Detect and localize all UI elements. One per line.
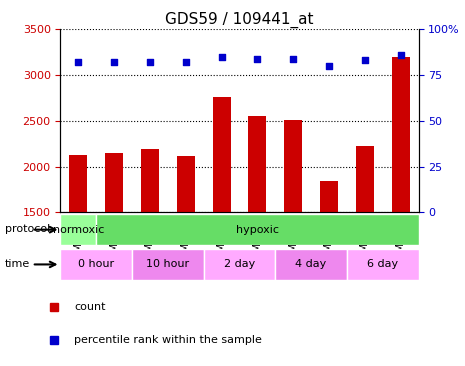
Point: [326, 63, 333, 69]
Point: [397, 52, 405, 58]
Text: normoxic: normoxic: [53, 225, 104, 235]
Title: GDS59 / 109441_at: GDS59 / 109441_at: [165, 12, 314, 28]
Bar: [356, 146, 374, 350]
Point: [218, 54, 225, 60]
Text: time: time: [5, 258, 30, 269]
FancyBboxPatch shape: [60, 249, 132, 280]
Bar: [284, 120, 302, 350]
Text: protocol: protocol: [5, 224, 50, 234]
Point: [361, 57, 368, 63]
Point: [289, 56, 297, 61]
Point: [111, 59, 118, 65]
FancyBboxPatch shape: [347, 249, 418, 280]
Text: 10 hour: 10 hour: [146, 259, 189, 269]
Bar: [213, 97, 231, 350]
Point: [74, 59, 82, 65]
Bar: [392, 57, 410, 350]
Text: hypoxic: hypoxic: [236, 225, 279, 235]
FancyBboxPatch shape: [60, 214, 96, 245]
FancyBboxPatch shape: [204, 249, 275, 280]
Text: count: count: [74, 302, 106, 313]
Bar: [141, 149, 159, 350]
Bar: [105, 153, 123, 350]
FancyBboxPatch shape: [132, 249, 204, 280]
FancyBboxPatch shape: [275, 249, 347, 280]
Text: 0 hour: 0 hour: [78, 259, 114, 269]
Bar: [320, 181, 338, 350]
Text: percentile rank within the sample: percentile rank within the sample: [74, 335, 262, 346]
Bar: [248, 116, 266, 350]
Point: [146, 59, 153, 65]
Text: 6 day: 6 day: [367, 259, 398, 269]
Text: 2 day: 2 day: [224, 259, 255, 269]
Bar: [69, 155, 87, 350]
Point: [182, 59, 190, 65]
Point: [254, 56, 261, 61]
Bar: [177, 156, 195, 350]
Text: 4 day: 4 day: [295, 259, 327, 269]
FancyBboxPatch shape: [96, 214, 418, 245]
